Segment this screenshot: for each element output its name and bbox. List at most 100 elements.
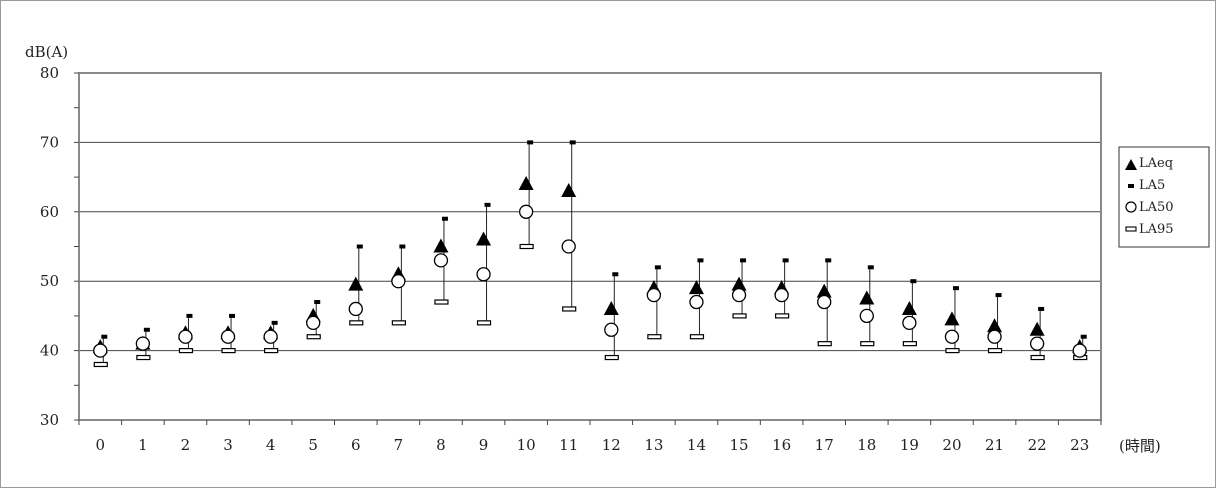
la95-mark — [178, 348, 194, 354]
la50-mark — [135, 336, 151, 351]
la5-mark — [612, 272, 619, 277]
la95-mark — [817, 341, 832, 347]
laeq-mark — [476, 231, 492, 246]
la5-mark — [825, 258, 832, 263]
la50-mark — [646, 287, 662, 303]
la95-mark — [860, 341, 875, 347]
la50-mark — [306, 315, 321, 330]
la5-mark — [441, 216, 448, 221]
laeq-mark — [433, 238, 449, 253]
x-tick-label: 14 — [687, 436, 706, 454]
la95-mark — [987, 348, 1003, 354]
la5-mark — [143, 327, 150, 332]
data-marks — [92, 140, 1088, 368]
la5-mark — [356, 244, 363, 249]
laeq-mark — [987, 318, 1003, 333]
la5-mark — [910, 279, 917, 284]
legend-label-laeq: LAeq — [1139, 156, 1173, 171]
x-tick-label: 2 — [181, 436, 191, 454]
la50-mark — [731, 287, 747, 303]
x-tick-label: 1 — [138, 436, 148, 454]
y-tick-label: 70 — [40, 133, 59, 151]
la50-mark — [518, 204, 534, 219]
la5-mark — [399, 244, 406, 249]
x-tick-label: 15 — [729, 436, 748, 454]
la50-mark — [859, 308, 874, 324]
legend-label-la5: LA5 — [1139, 178, 1165, 193]
legend-label-la50: LA50 — [1139, 200, 1174, 215]
la5-mark — [484, 202, 491, 207]
la95-mark — [264, 348, 279, 354]
laeq-mark — [603, 300, 619, 315]
la5-mark — [186, 313, 193, 318]
x-tick-label: 3 — [223, 436, 233, 454]
la50-mark — [178, 329, 193, 344]
la5-mark — [271, 320, 278, 325]
x-tick-label: 20 — [942, 436, 961, 454]
la5-mark — [314, 300, 321, 305]
la95-mark — [221, 348, 236, 354]
x-tick-label: 17 — [815, 436, 834, 454]
la95-mark — [136, 354, 151, 361]
la5-mark — [697, 258, 704, 263]
x-tick-label: 10 — [517, 436, 536, 454]
x-tick-label: 21 — [985, 436, 1004, 454]
la95-mark — [775, 313, 790, 319]
x-tick-label: 7 — [394, 436, 404, 454]
la5-mark — [1038, 306, 1045, 311]
grid-lines — [79, 141, 1101, 352]
la5-mark — [867, 265, 874, 270]
x-tick-label: 4 — [266, 436, 276, 454]
la50-mark — [348, 301, 363, 317]
la50-mark — [689, 294, 704, 310]
la95-mark — [689, 334, 705, 340]
la5-mark — [654, 265, 661, 270]
laeq-mark — [348, 276, 364, 291]
x-tick-label: 11 — [559, 436, 578, 454]
legend: LAeq LA5 LA50 LA95 — [1118, 146, 1210, 248]
la50-mark — [817, 294, 832, 310]
la50-mark — [987, 329, 1002, 344]
la50-mark — [93, 343, 108, 358]
la95-mark — [902, 341, 917, 347]
y-tick-label: 30 — [40, 411, 59, 429]
la5-mark — [101, 334, 108, 339]
la95-mark — [1030, 354, 1045, 361]
laeq-mark — [944, 311, 960, 326]
laeq-mark — [731, 276, 747, 291]
la95-mark — [391, 320, 406, 326]
legend-label-la95: LA95 — [1139, 222, 1174, 237]
la95-mark — [732, 313, 747, 319]
la95-mark — [562, 306, 577, 312]
laeq-mark — [1029, 321, 1045, 336]
la50-mark — [391, 274, 406, 289]
x-tick-label: 18 — [857, 436, 876, 454]
x-tick-label: 22 — [1028, 436, 1047, 454]
la5-mark — [995, 293, 1002, 298]
legend-la5-icon — [1128, 184, 1134, 188]
x-axis-label: (時間) — [1119, 437, 1161, 455]
la50-mark — [944, 329, 960, 344]
la5-mark — [527, 140, 534, 145]
la95-mark — [349, 320, 364, 326]
legend-la50-icon — [1125, 201, 1137, 213]
x-tick-label: 5 — [308, 436, 318, 454]
la95-mark — [434, 299, 449, 305]
la50-mark — [561, 239, 576, 254]
la95-mark — [306, 334, 321, 340]
la5-mark — [782, 258, 789, 263]
y-axis-label: dB(A) — [25, 43, 68, 61]
la95-mark — [647, 334, 662, 340]
laeq-mark — [518, 176, 534, 191]
axes — [74, 72, 1102, 425]
y-tick-label: 50 — [40, 272, 59, 290]
la95-mark — [519, 243, 534, 250]
laeq-mark — [688, 280, 704, 295]
x-tick-label: 13 — [644, 436, 663, 454]
plot-area — [78, 72, 1102, 421]
la50-mark — [263, 329, 278, 344]
la50-mark — [476, 267, 491, 282]
x-tick-label: 12 — [602, 436, 621, 454]
